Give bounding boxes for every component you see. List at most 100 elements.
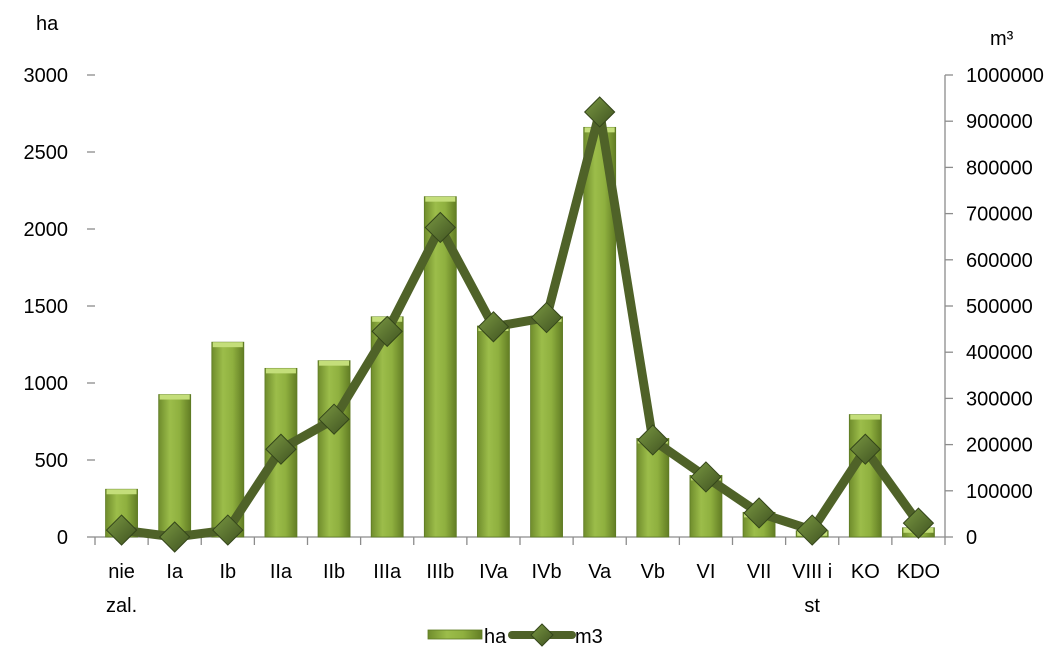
left-axis-tick-label: 2500 [24, 142, 69, 164]
x-tick-label-line: Vb [641, 561, 665, 583]
x-tick-label-line: VI [696, 561, 715, 583]
x-tick-label-line: Ib [219, 561, 236, 583]
diamond-marker [158, 521, 191, 553]
bar-group [317, 360, 351, 538]
bar [477, 325, 510, 538]
right-axis-tick-label: 800000 [966, 157, 1033, 179]
bar-top [106, 489, 137, 495]
right-axis-tick-label: 500000 [966, 296, 1033, 318]
x-tick-label-line: IVa [479, 561, 508, 583]
right-axis-tick-label: 600000 [966, 250, 1033, 272]
x-tick-label-line: Va [588, 561, 612, 583]
x-tick-label: IIIb [426, 561, 454, 583]
left-axis-tick-label: 0 [57, 527, 68, 549]
left-axis-title: ha [36, 13, 59, 35]
x-tick-label: Vb [641, 561, 665, 583]
diamond-marker [105, 514, 138, 546]
legend-label: m3 [575, 626, 603, 648]
x-tick-label-line: Ia [166, 561, 184, 583]
bar-top [265, 368, 296, 374]
x-tick-label: KDO [897, 561, 940, 583]
diamond-marker [743, 497, 775, 529]
diamond-marker [583, 96, 616, 128]
right-axis-tick-label: 100000 [966, 481, 1033, 503]
x-tick-label: KO [851, 561, 880, 583]
diamond-marker [796, 514, 828, 546]
bar [158, 394, 192, 538]
line-series [105, 96, 935, 553]
x-tick-label: IIb [323, 561, 345, 583]
x-tick-label: Va [588, 561, 612, 583]
x-tick-label-line: IIIb [426, 561, 454, 583]
bar-group [530, 316, 563, 538]
diamond-marker [530, 301, 563, 334]
series-line [117, 107, 923, 542]
x-tick-label-line: IIa [270, 561, 293, 583]
right-axis-tick-label: 700000 [966, 204, 1033, 226]
legend-label: ha [484, 626, 507, 648]
x-tick-label-line: nie [108, 561, 135, 583]
x-tick-label: Ib [219, 561, 236, 583]
bar-group [477, 325, 510, 538]
left-axis-tick-label: 1000 [24, 373, 69, 395]
diamond-marker [637, 424, 669, 456]
axes: 0 500 1000 1500 2000 2500 3000 0 100000 200000 300… [24, 65, 1044, 549]
bar-top [159, 394, 190, 400]
x-tick-label-line: VII [747, 561, 771, 583]
bar [530, 316, 563, 538]
x-tick-label: VIII i st [792, 561, 832, 617]
diamond-marker [318, 403, 350, 435]
x-tick-label: IIIa [373, 561, 402, 583]
left-axis-tick-label: 2000 [24, 219, 69, 241]
legend-swatch-marker [530, 623, 554, 647]
x-tick-label-line: st [804, 595, 820, 617]
diamond-marker [424, 211, 457, 244]
bar [317, 360, 351, 538]
x-tick-label-line: IVb [532, 561, 562, 583]
x-tick-label-line: KDO [897, 561, 940, 583]
right-axis-title: m³ [990, 28, 1014, 50]
diamond-marker [477, 311, 510, 343]
x-tick-label: IVa [479, 561, 508, 583]
bar-group [848, 414, 882, 538]
x-tick-label: Ia [166, 561, 184, 583]
diamond-marker [849, 433, 882, 465]
x-tick-label: nie zal. [106, 561, 137, 617]
x-tick-label: IVb [532, 561, 562, 583]
bar-top [319, 360, 350, 366]
bar [848, 414, 882, 538]
diamond-marker [212, 514, 244, 546]
diamond-marker [371, 315, 403, 348]
x-tick-label: VII [747, 561, 771, 583]
diamond-marker [265, 433, 297, 465]
bar-series [105, 126, 935, 538]
legend-item: m3 [508, 623, 603, 648]
x-tick-label: IIa [270, 561, 293, 583]
legend-item: ha [427, 626, 507, 648]
x-tick-label-line: IIb [323, 561, 345, 583]
right-axis-tick-label: 400000 [966, 342, 1033, 364]
bar-top [850, 414, 881, 420]
x-tick-label: VI [696, 561, 715, 583]
left-axis-tick-label: 3000 [24, 65, 69, 87]
bar-group [211, 341, 245, 538]
legend: ha m3 [427, 623, 603, 648]
right-axis-tick-label: 0 [966, 527, 977, 549]
x-tick-label-line: KO [851, 561, 880, 583]
left-axis-tick-label: 500 [35, 450, 68, 472]
bar-top [425, 196, 456, 202]
bar [211, 341, 245, 538]
bar-group [158, 394, 192, 538]
right-axis-tick-label: 200000 [966, 435, 1033, 457]
x-tick-label-line: IIIa [373, 561, 402, 583]
right-axis-tick-label: 300000 [966, 388, 1033, 410]
right-axis-tick-label: 1000000 [966, 65, 1044, 87]
legend-swatch-bar [427, 629, 483, 640]
bar-top [212, 342, 243, 348]
diamond-marker [902, 507, 935, 539]
left-axis-tick-label: 1500 [24, 296, 69, 318]
right-axis-tick-label: 900000 [966, 111, 1033, 133]
x-tick-label-line: VIII i [792, 561, 832, 583]
diamond-marker [690, 461, 722, 493]
